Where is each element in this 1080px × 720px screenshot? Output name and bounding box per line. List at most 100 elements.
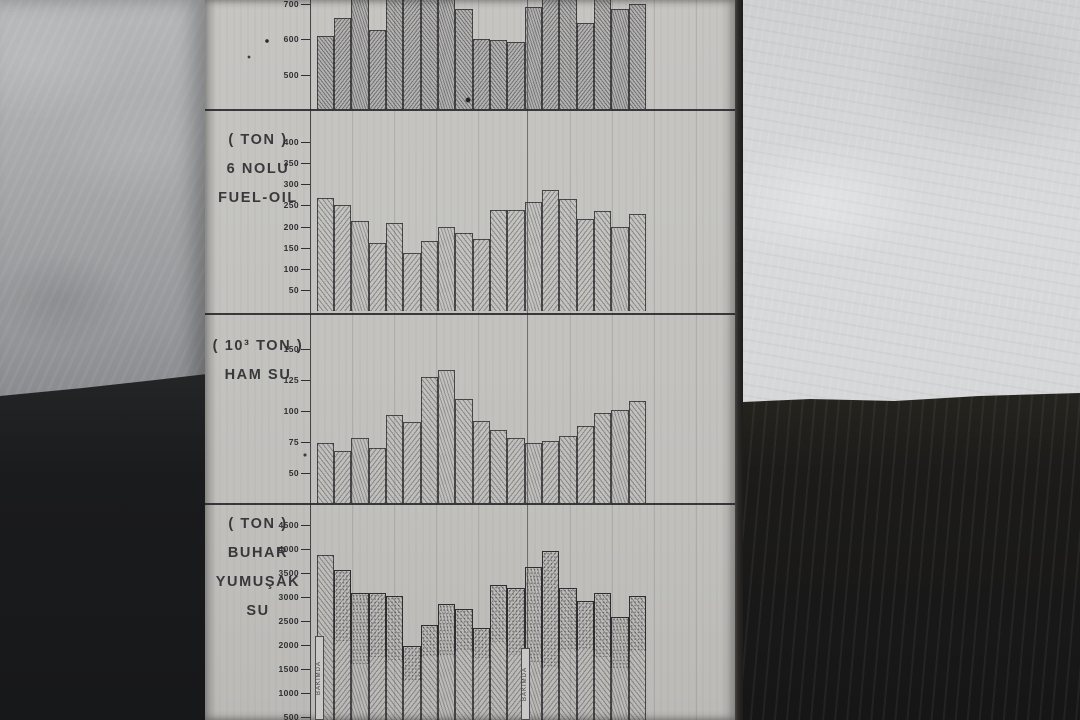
bar (507, 209, 525, 311)
section-divider (205, 109, 735, 111)
y-tick-mark (301, 525, 310, 527)
bar (403, 252, 421, 311)
bar (403, 422, 421, 503)
plank-seam (436, 0, 437, 720)
bar (455, 8, 473, 109)
chart4-title-line1: BUHAR (227, 545, 289, 561)
bar (316, 443, 334, 503)
bar-segment-hatched (385, 595, 404, 720)
y-axis-line (310, 0, 312, 720)
plank-seam (570, 0, 571, 720)
bar-segment-hatched (368, 593, 386, 720)
bar (507, 41, 525, 109)
bar (368, 30, 386, 109)
y-tick-mark (301, 621, 310, 623)
y-tick-label: 3500 (278, 568, 299, 578)
bar (472, 39, 490, 109)
bar (594, 0, 612, 109)
y-tick-mark (301, 473, 310, 475)
section-divider (205, 503, 735, 505)
bar (403, 0, 421, 109)
y-tick-label: 1000 (278, 688, 299, 698)
y-tick-mark (301, 74, 310, 76)
bar (542, 190, 560, 311)
bar (385, 414, 404, 503)
chart3-title-line1: HAM SU (224, 367, 292, 383)
bar (559, 0, 577, 109)
bar-segment-hatched (628, 595, 647, 720)
board-edge-shadow (734, 0, 743, 720)
chart2-title-line1: 6 NOLU (226, 161, 290, 177)
bar-segment-hatched (351, 593, 369, 720)
y-tick-label: 50 (288, 468, 299, 479)
bar (490, 429, 508, 503)
bar (385, 223, 404, 311)
chart4-title-line3: SU (246, 603, 270, 619)
y-tick-mark (301, 411, 310, 413)
y-tick-label: 700 (283, 0, 299, 9)
chart4-title-line2: YUMUŞAK (215, 574, 301, 590)
plank-seam (352, 0, 353, 720)
bar (333, 450, 352, 503)
bar (628, 214, 647, 311)
bar (542, 0, 560, 109)
bar (351, 0, 369, 109)
bar (420, 0, 438, 109)
bar (576, 425, 595, 503)
y-tick-label: 1500 (278, 664, 299, 674)
maintenance-strip: BAKIMDA (521, 648, 530, 720)
plank-seam (394, 0, 395, 720)
bar (611, 409, 629, 503)
y-tick-mark (301, 39, 310, 41)
y-tick-label: 600 (283, 34, 299, 44)
bar (420, 377, 438, 503)
chart4-unit-label: ( TON ) (228, 516, 288, 532)
section-divider (205, 313, 735, 315)
bar (524, 202, 543, 311)
bar (594, 211, 612, 311)
y-tick-mark (301, 163, 310, 165)
y-tick-mark (301, 573, 310, 575)
bar (437, 227, 456, 311)
bar-segment-hatched (333, 570, 352, 720)
bar-segment-hatched (472, 628, 490, 720)
chart3-unit-label: ( 10³ TON ) (212, 338, 304, 354)
maintenance-strip: BAKIMDA (315, 636, 324, 720)
bar (455, 233, 473, 311)
y-tick-label: 300 (283, 179, 299, 190)
bar-segment-hatched (403, 645, 421, 720)
y-tick-label: 3000 (278, 592, 299, 602)
y-tick-label: 500 (283, 712, 299, 720)
bar (316, 197, 334, 311)
bar (559, 435, 577, 503)
bar (437, 0, 456, 109)
y-tick-label: 500 (283, 69, 299, 80)
y-tick-label: 150 (283, 343, 299, 354)
bar (576, 23, 595, 109)
chart2-title-line2: FUEL-OIL (218, 190, 298, 206)
y-tick-mark (301, 247, 310, 249)
chart2-unit-label: ( TON ) (228, 132, 288, 148)
bar (490, 39, 508, 109)
bar-segment-hatched (490, 585, 508, 720)
chart3-title-block: ( 10³ TON ) HAM SU (207, 332, 309, 390)
bar (385, 0, 404, 109)
bar (316, 36, 334, 109)
plank-seam (696, 0, 697, 720)
bar (524, 443, 543, 503)
right-dark-floor (743, 393, 1080, 720)
bar (351, 438, 369, 503)
y-tick-label: 4000 (278, 544, 299, 554)
bar (368, 448, 386, 503)
y-tick-mark (301, 693, 310, 695)
bar-segment-hatched (420, 624, 438, 720)
plank-seam (654, 0, 655, 720)
bar (507, 438, 525, 503)
y-tick-label: 350 (283, 158, 299, 169)
bar (472, 239, 490, 311)
bar (594, 413, 612, 503)
chart2-title-block: ( TON ) 6 NOLU FUEL-OIL (207, 126, 309, 213)
y-tick-label: 50 (288, 284, 299, 295)
bar-segment-hatched (455, 609, 473, 720)
